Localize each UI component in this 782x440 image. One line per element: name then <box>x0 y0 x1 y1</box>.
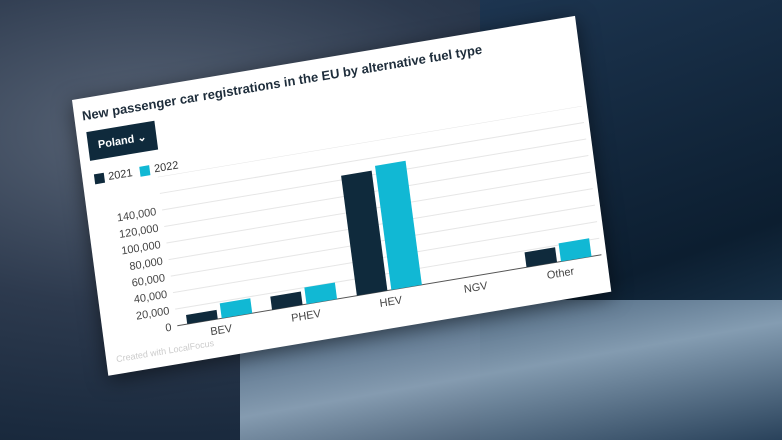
gridline <box>172 221 598 294</box>
y-tick-label: 120,000 <box>118 223 159 241</box>
gridline <box>157 105 582 178</box>
gridline <box>170 204 595 277</box>
y-tick-label: 60,000 <box>131 272 166 289</box>
gridline <box>164 155 589 228</box>
bar-other-2022 <box>558 238 592 262</box>
chart-card: New passenger car registrations in the E… <box>72 15 612 376</box>
x-tick-label: HEV <box>379 294 404 310</box>
chevron-down-icon: ⌄ <box>136 131 148 145</box>
y-tick-label: 20,000 <box>135 305 170 322</box>
bar-chart: 020,00040,00060,00080,000100,000120,0001… <box>116 105 602 339</box>
gridline <box>175 237 600 310</box>
gridline <box>168 188 593 261</box>
chart-title: New passenger car registrations in the E… <box>81 41 483 124</box>
bar-other-2021 <box>524 247 558 268</box>
bar-bev-2022 <box>219 298 253 319</box>
country-dropdown[interactable]: Poland ⌄ <box>86 120 159 161</box>
y-tick-label: 140,000 <box>116 206 157 224</box>
bar-phev-2021 <box>270 291 303 310</box>
bar-phev-2022 <box>304 282 338 305</box>
bar-bev-2021 <box>186 309 218 325</box>
gridline <box>162 138 587 211</box>
bar-hev-2022 <box>375 160 422 290</box>
gridline <box>166 171 591 244</box>
country-dropdown-value: Poland <box>97 133 136 152</box>
y-tick-label: 0 <box>165 322 173 335</box>
x-tick-label: NGV <box>463 280 489 296</box>
y-tick-label: 40,000 <box>133 289 168 306</box>
bar-hev-2021 <box>341 170 388 296</box>
y-tick-label: 80,000 <box>129 256 164 273</box>
x-tick-label: BEV <box>210 323 234 339</box>
y-tick-label: 100,000 <box>121 239 162 257</box>
gridline <box>159 121 585 194</box>
x-tick-label: PHEV <box>291 308 323 325</box>
x-tick-label: Other <box>546 265 575 281</box>
